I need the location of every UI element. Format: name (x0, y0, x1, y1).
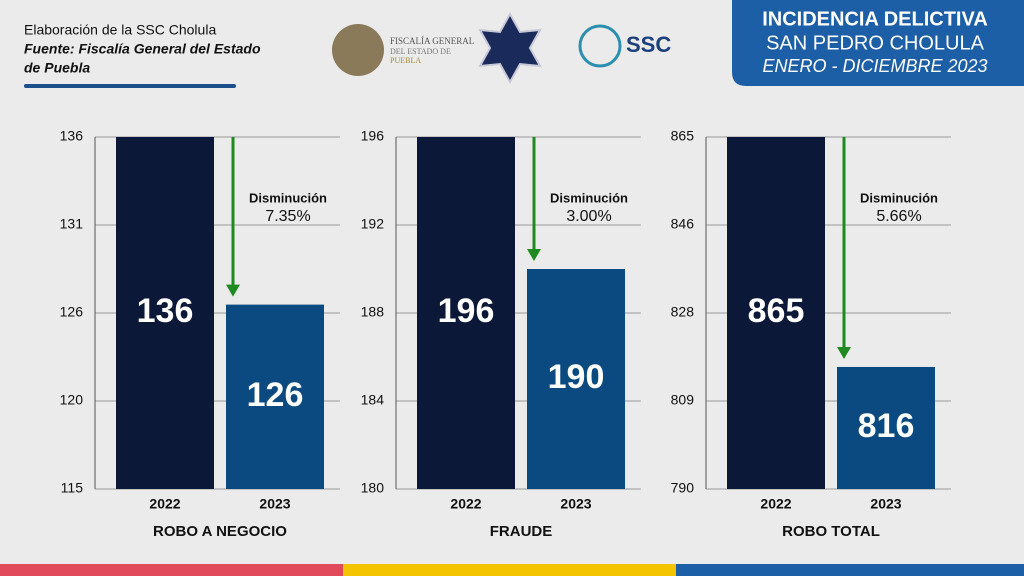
y-tick-label: 136 (60, 128, 84, 144)
logo-text: SSC (626, 32, 671, 57)
x-tick-label: 2023 (259, 496, 290, 512)
y-tick-label: 809 (671, 392, 695, 408)
y-tick-label: 126 (60, 304, 84, 320)
y-tick-label: 828 (671, 304, 695, 320)
source: Fuente: Fiscalía General del Estado (24, 41, 261, 57)
y-tick-label: 115 (61, 480, 84, 496)
x-axis-label: ROBO A NEGOCIO (153, 523, 287, 540)
bar (116, 137, 214, 489)
y-tick-label: 184 (361, 392, 385, 408)
x-tick-label: 2023 (870, 496, 901, 512)
stripe (343, 564, 676, 576)
bar (727, 137, 825, 489)
value-label: 865 (748, 292, 805, 330)
annotation: 7.35% (265, 208, 310, 225)
stripe (676, 564, 1024, 576)
badge-title: INCIDENCIA DELICTIVA (762, 8, 988, 30)
y-tick-label: 790 (671, 480, 695, 496)
y-tick-label: 188 (361, 304, 385, 320)
value-label: 136 (137, 292, 194, 330)
logo-text: FISCALÍA GENERAL (390, 36, 474, 46)
bar (226, 304, 324, 489)
bar (527, 269, 625, 489)
annotation: 3.00% (566, 208, 611, 225)
y-tick-label: 192 (361, 216, 385, 232)
logo-police (478, 11, 542, 85)
x-tick-label: 2022 (149, 496, 180, 512)
logo-text: DEL ESTADO DE (390, 47, 451, 56)
bar (417, 137, 515, 489)
x-tick-label: 2023 (560, 496, 591, 512)
badge-period: ENERO - DICIEMBRE 2023 (762, 56, 987, 76)
logo-ssc (578, 24, 622, 68)
logo-text: PUEBLA (390, 56, 421, 65)
y-tick-label: 180 (361, 480, 385, 496)
arrow-head (226, 284, 240, 297)
logo-fiscalia (332, 24, 384, 76)
annotation: Disminución (860, 190, 938, 205)
bar (837, 366, 935, 489)
value-label: 196 (438, 292, 495, 330)
y-tick-label: 846 (671, 216, 695, 232)
underline (24, 84, 236, 88)
arrow-head (527, 249, 541, 261)
annotation: Disminución (249, 190, 327, 205)
credit: Elaboración de la SSC Cholula (24, 22, 216, 38)
value-label: 816 (858, 407, 915, 445)
x-tick-label: 2022 (450, 496, 481, 512)
annotation: Disminución (550, 190, 628, 205)
y-tick-label: 865 (671, 128, 695, 144)
stripe (0, 564, 343, 576)
badge-subtitle: SAN PEDRO CHOLULA (766, 32, 984, 54)
y-tick-label: 196 (361, 128, 385, 144)
arrow-head (837, 346, 851, 359)
x-tick-label: 2022 (760, 496, 791, 512)
x-axis-label: ROBO TOTAL (782, 523, 880, 540)
source: de Puebla (24, 60, 90, 76)
y-tick-label: 131 (60, 216, 84, 232)
y-tick-label: 120 (60, 392, 84, 408)
value-label: 190 (548, 358, 605, 396)
x-axis-label: FRAUDE (490, 523, 553, 540)
badge (732, 0, 1024, 86)
annotation: 5.66% (876, 208, 921, 225)
value-label: 126 (247, 376, 304, 414)
